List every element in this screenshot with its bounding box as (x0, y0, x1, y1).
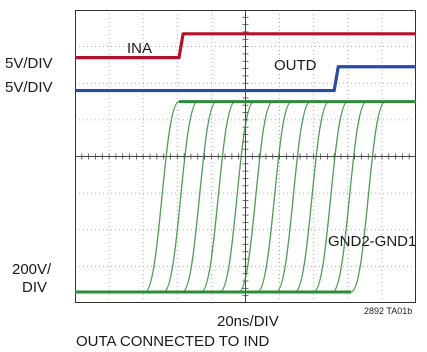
outd-scale-label: 5V/DIV (5, 79, 53, 96)
gnd-edge-trace (75, 100, 416, 293)
gnd-edge-trace (75, 100, 416, 293)
outd-trace (75, 65, 416, 93)
plot-frame (75, 10, 416, 303)
ina-trace (75, 32, 416, 60)
gnd-edge-trace (75, 100, 416, 293)
figure-caption: OUTA CONNECTED TO IND (76, 333, 270, 350)
gnd-edge-trace (75, 100, 416, 293)
gnd-edge-trace (75, 100, 416, 293)
gnd-scale-label-line1: 200V/ (12, 261, 52, 278)
x-axis-label: 20ns/DIV (217, 313, 279, 330)
ina-trace-label: INA (127, 40, 153, 57)
oscilloscope-plot (75, 10, 416, 303)
gnd-edge-trace (75, 100, 416, 293)
gnd-scale-label-line2: DIV (22, 279, 48, 296)
gnd-edge-trace (75, 100, 416, 293)
gnd-edge-trace (75, 100, 416, 293)
outd-trace-label: OUTD (274, 57, 317, 74)
gnd-edge-trace (75, 100, 416, 293)
gnd-edge-trace (75, 100, 416, 293)
ina-scale-label: 5V/DIV (5, 55, 53, 72)
gnd-trace-label: GND2-GND1 (328, 233, 417, 250)
gnd-edge-trace (75, 100, 416, 293)
plot-area (75, 10, 416, 303)
gnd-edge-trace (75, 100, 416, 293)
figure-id: 2892 TA01b (364, 306, 413, 316)
